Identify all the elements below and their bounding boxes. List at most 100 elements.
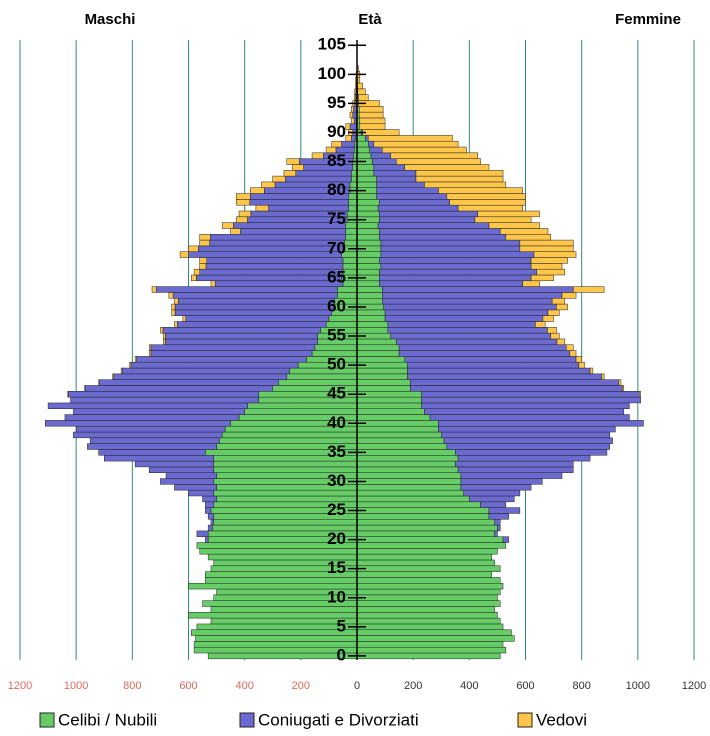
bar-segment: [447, 444, 610, 450]
bar-segment: [551, 333, 559, 339]
x-tick-label: 1200: [8, 680, 32, 692]
bar-segment: [358, 89, 366, 95]
bar-segment: [165, 339, 317, 345]
bar-segment: [236, 217, 247, 223]
bar-segment: [200, 240, 210, 246]
bar-segment: [357, 164, 374, 170]
bar-segment: [205, 537, 208, 543]
bar-segment: [475, 217, 531, 223]
bar-segment: [458, 455, 590, 461]
bar-segment: [489, 513, 509, 519]
bar-segment: [408, 374, 602, 380]
bar-segment: [382, 287, 573, 293]
bar-segment: [357, 135, 365, 141]
bar-segment: [71, 397, 259, 403]
bar-segment: [619, 380, 621, 386]
bar-segment: [163, 327, 321, 333]
bar-segment: [357, 595, 497, 601]
bar-segment: [357, 356, 405, 362]
bar-segment: [410, 385, 622, 391]
bar-segment: [173, 292, 337, 298]
legend-label: Celibi / Nubili: [58, 710, 157, 729]
bar-segment: [388, 322, 535, 328]
bar-segment: [382, 298, 552, 304]
bar-segment: [350, 124, 356, 130]
bar-segment: [346, 228, 357, 234]
bar-segment: [99, 380, 100, 386]
y-tick-label: 20: [327, 529, 346, 548]
bar-segment: [357, 438, 444, 444]
bar-segment: [357, 287, 382, 293]
bar-segment: [374, 170, 416, 176]
bar-segment: [236, 199, 249, 205]
bar-segment: [236, 194, 250, 200]
bar-segment: [531, 258, 568, 264]
bar-segment: [357, 525, 497, 531]
y-tick-label: 50: [327, 355, 346, 374]
bar-segment: [211, 519, 214, 525]
bar-segment: [172, 304, 175, 310]
bar-segment: [455, 461, 573, 467]
bar-segment: [357, 572, 492, 578]
bar-segment: [357, 589, 500, 595]
bar-segment: [384, 304, 557, 310]
right-title: Femmine: [615, 11, 681, 28]
x-tick-label: 1000: [64, 680, 88, 692]
bar-segment: [189, 252, 342, 258]
y-tick-label: 65: [327, 267, 346, 286]
bar-segment: [622, 385, 623, 391]
bar-segment: [73, 432, 222, 438]
bar-segment: [354, 106, 357, 112]
bar-segment: [210, 234, 345, 240]
bar-segment: [385, 316, 543, 322]
bar-segment: [377, 188, 439, 194]
bar-segment: [211, 606, 357, 612]
left-title: Maschi: [85, 11, 136, 28]
bar-segment: [357, 141, 368, 147]
bar-segment: [424, 182, 505, 188]
y-tick-label: 10: [327, 587, 346, 606]
bar-segment: [200, 263, 206, 269]
bar-segment: [357, 205, 378, 211]
bar-segment: [357, 415, 430, 421]
bar-segment: [183, 316, 186, 322]
bar-segment: [602, 374, 604, 380]
bar-segment: [357, 199, 379, 205]
bar-segment: [357, 641, 503, 647]
bar-segment: [256, 205, 269, 211]
bar-segment: [379, 228, 500, 234]
bar-segment: [231, 228, 241, 234]
bar-segment: [174, 322, 177, 328]
y-tick-label: 45: [327, 384, 346, 403]
legend-label: Coniugati e Divorziati: [258, 710, 419, 729]
bar-segment: [388, 327, 548, 333]
y-tick-label: 55: [327, 326, 346, 345]
bar-segment: [372, 159, 396, 165]
bar-segment: [191, 275, 196, 281]
center-title: Età: [358, 11, 382, 28]
x-tick-label: 800: [572, 680, 590, 692]
bar-segment: [76, 426, 225, 432]
legend-swatch: [40, 713, 54, 727]
bar-segment: [357, 449, 455, 455]
x-tick-label: 1200: [682, 680, 706, 692]
bar-segment: [284, 170, 296, 176]
bar-segment: [438, 420, 643, 426]
bar-segment: [175, 310, 332, 316]
bar-segment: [357, 170, 374, 176]
bar-segment: [151, 345, 315, 351]
bar-segment: [357, 519, 495, 525]
x-tick-label: 200: [292, 680, 310, 692]
bar-segment: [405, 164, 489, 170]
bar-segment: [197, 624, 357, 630]
bar-segment: [273, 176, 286, 182]
y-tick-label: 90: [327, 122, 346, 141]
bar-segment: [351, 176, 357, 182]
bar-segment: [374, 164, 405, 170]
bar-segment: [175, 304, 335, 310]
bar-segment: [208, 653, 357, 659]
legend-swatch: [518, 713, 532, 727]
bar-segment: [172, 310, 175, 316]
bar-segment: [194, 647, 357, 653]
bar-segment: [416, 170, 503, 176]
